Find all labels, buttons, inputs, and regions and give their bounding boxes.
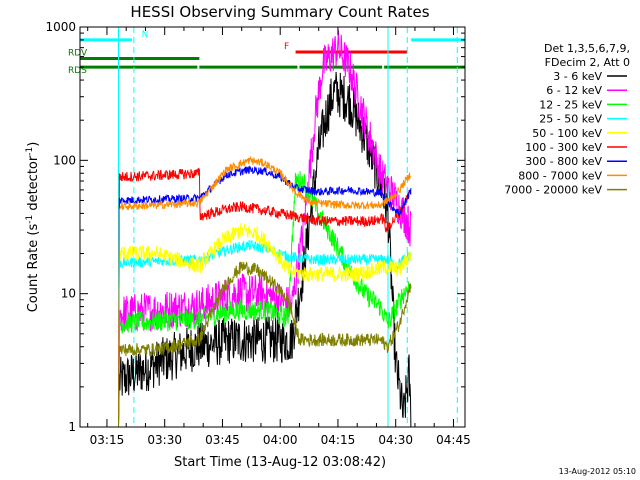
y-axis-label-close: ) — [26, 142, 41, 147]
x-axis-label: Start Time (13-Aug-12 03:08:42) — [174, 455, 386, 470]
flag-label-f: F — [284, 42, 289, 52]
chart-title: HESSI Observing Summary Count Rates — [130, 3, 429, 21]
series-line-2 — [118, 171, 412, 428]
legend-header-line: Det 1,3,5,6,7,9, — [544, 42, 630, 55]
y-axis-label-tail: detector — [26, 155, 41, 215]
legend-entry-label: 12 - 25 keV — [539, 98, 602, 111]
series-line-0 — [118, 71, 412, 428]
legend-entry-label: 300 - 800 keV — [525, 155, 602, 168]
x-tick-label: 04:45 — [436, 433, 471, 447]
x-tick-label: 04:00 — [263, 433, 298, 447]
y-axis: 1 10 100 1000 — [45, 20, 465, 434]
legend-entry-label: 3 - 6 keV — [553, 70, 602, 83]
series-line-6 — [118, 165, 412, 428]
series-line-5 — [118, 167, 412, 428]
flags-layer: N F RDV RDS — [68, 30, 465, 76]
legend-entry-label: 6 - 12 keV — [546, 84, 602, 97]
x-tick-label: 04:15 — [321, 433, 356, 447]
series-layer — [118, 29, 412, 428]
flag-label-rdv: RDV — [68, 49, 88, 59]
x-axis: 03:15 03:30 03:45 04:00 04:15 04:30 04:45 — [87, 27, 471, 447]
flag-label-rds: RDS — [68, 66, 87, 76]
y-tick-label: 10 — [61, 287, 76, 301]
legend-header-line: FDecim 2, Att 0 — [545, 56, 630, 69]
plot-frame — [79, 26, 466, 428]
footer-timestamp: 13-Aug-2012 05:10 — [559, 467, 636, 476]
series-line-1 — [118, 29, 412, 428]
series-line-4 — [118, 222, 412, 428]
legend-entry-label: 25 - 50 keV — [539, 113, 602, 126]
y-tick-label: 1000 — [45, 20, 76, 34]
x-tick-label: 04:30 — [378, 433, 413, 447]
legend-entry-label: 7000 - 20000 keV — [504, 184, 602, 197]
x-tick-label: 03:45 — [205, 433, 240, 447]
flag-label-n: N — [142, 30, 149, 40]
series-line-8 — [118, 261, 412, 428]
y-axis-label: Count Rate (s-1 detector-1) — [25, 142, 41, 313]
y-axis-label-sup2: -1 — [25, 147, 35, 156]
legend-entry-label: 50 - 100 keV — [532, 127, 602, 140]
y-tick-label: 100 — [53, 153, 76, 167]
y-axis-label-sup: -1 — [25, 215, 35, 224]
legend: Det 1,3,5,6,7,9,FDecim 2, Att 03 - 6 keV… — [504, 42, 630, 197]
legend-entry-label: 800 - 7000 keV — [518, 169, 602, 182]
legend-entry-label: 100 - 300 keV — [525, 141, 602, 154]
series-line-7 — [118, 155, 412, 428]
y-tick-label: 1 — [68, 420, 76, 434]
x-tick-label: 03:15 — [90, 433, 125, 447]
x-tick-label: 03:30 — [147, 433, 182, 447]
y-axis-label-main: Count Rate (s — [26, 224, 41, 313]
